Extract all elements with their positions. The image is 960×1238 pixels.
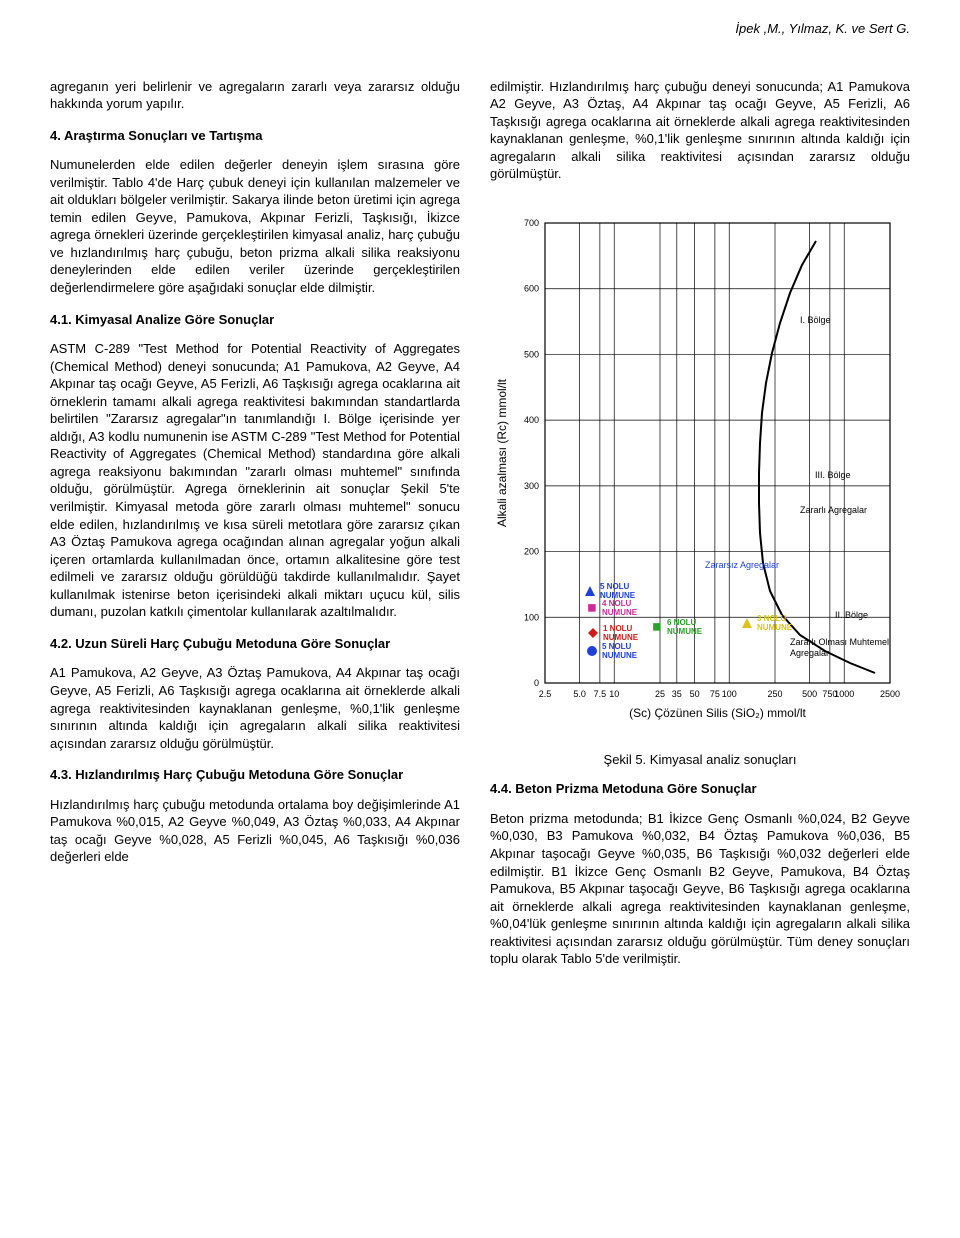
- svg-text:400: 400: [524, 415, 539, 425]
- para: ASTM C-289 "Test Method for Potential Re…: [50, 340, 460, 621]
- authors: İpek ,M., Yılmaz, K. ve Sert G.: [735, 21, 910, 36]
- svg-text:7.5: 7.5: [594, 689, 607, 699]
- svg-text:10: 10: [609, 689, 619, 699]
- svg-text:200: 200: [524, 546, 539, 556]
- para: A1 Pamukova, A2 Geyve, A3 Öztaş Pamukova…: [50, 664, 460, 752]
- svg-text:Zararlı Agregalar: Zararlı Agregalar: [800, 505, 867, 515]
- svg-text:NUMUNE: NUMUNE: [603, 633, 639, 642]
- svg-text:300: 300: [524, 481, 539, 491]
- svg-text:NUMUNE: NUMUNE: [667, 627, 703, 636]
- svg-text:50: 50: [690, 689, 700, 699]
- section-heading: 4.4. Beton Prizma Metoduna Göre Sonuçlar: [490, 780, 910, 798]
- page-header: İpek ,M., Yılmaz, K. ve Sert G.: [50, 20, 910, 38]
- figure-caption: Şekil 5. Kimyasal analiz sonuçları: [490, 751, 910, 769]
- svg-text:1000: 1000: [834, 689, 854, 699]
- svg-text:0: 0: [534, 678, 539, 688]
- svg-text:600: 600: [524, 284, 539, 294]
- svg-text:1 NOLU: 1 NOLU: [603, 624, 633, 633]
- figure-5: 0 100 200 300 400 500 600 700 2.5 5.0 7.510 25 35 50 7…: [490, 203, 910, 769]
- svg-text:75: 75: [710, 689, 720, 699]
- section-heading: 4.1. Kimyasal Analize Göre Sonuçlar: [50, 311, 460, 329]
- svg-text:25: 25: [655, 689, 665, 699]
- svg-text:NUMUNE: NUMUNE: [602, 651, 638, 660]
- right-column: edilmiştir. Hızlandırılmış harç çubuğu d…: [490, 78, 910, 982]
- svg-text:5 NOLU: 5 NOLU: [602, 642, 632, 651]
- svg-text:4 NOLU: 4 NOLU: [602, 599, 632, 608]
- svg-text:6 NOLU: 6 NOLU: [667, 618, 697, 627]
- svg-text:100: 100: [524, 612, 539, 622]
- svg-text:2.5: 2.5: [539, 689, 552, 699]
- svg-text:5.0: 5.0: [573, 689, 586, 699]
- svg-text:700: 700: [524, 218, 539, 228]
- svg-text:5 NOLU: 5 NOLU: [600, 582, 630, 591]
- para: Beton prizma metodunda; B1 İkizce Genç O…: [490, 810, 910, 968]
- chemical-analysis-chart: 0 100 200 300 400 500 600 700 2.5 5.0 7.510 25 35 50 7…: [490, 203, 910, 743]
- para: edilmiştir. Hızlandırılmış harç çubuğu d…: [490, 78, 910, 183]
- svg-text:500: 500: [802, 689, 817, 699]
- svg-text:III. Bölge: III. Bölge: [815, 470, 851, 480]
- para: Hızlandırılmış harç çubuğu metodunda ort…: [50, 796, 460, 866]
- svg-text:250: 250: [767, 689, 782, 699]
- svg-text:Agregalar: Agregalar: [790, 648, 829, 658]
- svg-text:Alkali azalması (Rc) mmol/lt: Alkali azalması (Rc) mmol/lt: [495, 378, 509, 527]
- section-heading: 4. Araştırma Sonuçları ve Tartışma: [50, 127, 460, 145]
- svg-text:35: 35: [672, 689, 682, 699]
- svg-text:500: 500: [524, 349, 539, 359]
- section-heading: 4.2. Uzun Süreli Harç Çubuğu Metoduna Gö…: [50, 635, 460, 653]
- svg-text:Zararsız Agregalar: Zararsız Agregalar: [705, 560, 779, 570]
- svg-text:II. Bölge: II. Bölge: [835, 610, 868, 620]
- svg-text:I. Bölge: I. Bölge: [800, 315, 831, 325]
- svg-text:(Sc) Çözünen Silis (SiO₂) mmol: (Sc) Çözünen Silis (SiO₂) mmol/lt: [629, 706, 806, 720]
- section-heading: 4.3. Hızlandırılmış Harç Çubuğu Metoduna…: [50, 766, 460, 784]
- svg-text:100: 100: [722, 689, 737, 699]
- svg-text:3 NOLU: 3 NOLU: [757, 614, 787, 623]
- svg-text:NUMUNE: NUMUNE: [757, 623, 793, 632]
- para: Numunelerden elde edilen değerler deneyi…: [50, 156, 460, 296]
- left-column: agreganın yeri belirlenir ve agregaların…: [50, 78, 460, 982]
- svg-text:Zararlı Olması Muhtemel: Zararlı Olması Muhtemel: [790, 637, 889, 647]
- two-column-layout: agreganın yeri belirlenir ve agregaların…: [50, 78, 910, 982]
- svg-text:2500: 2500: [880, 689, 900, 699]
- svg-text:NUMUNE: NUMUNE: [602, 608, 638, 617]
- para: agreganın yeri belirlenir ve agregaların…: [50, 78, 460, 113]
